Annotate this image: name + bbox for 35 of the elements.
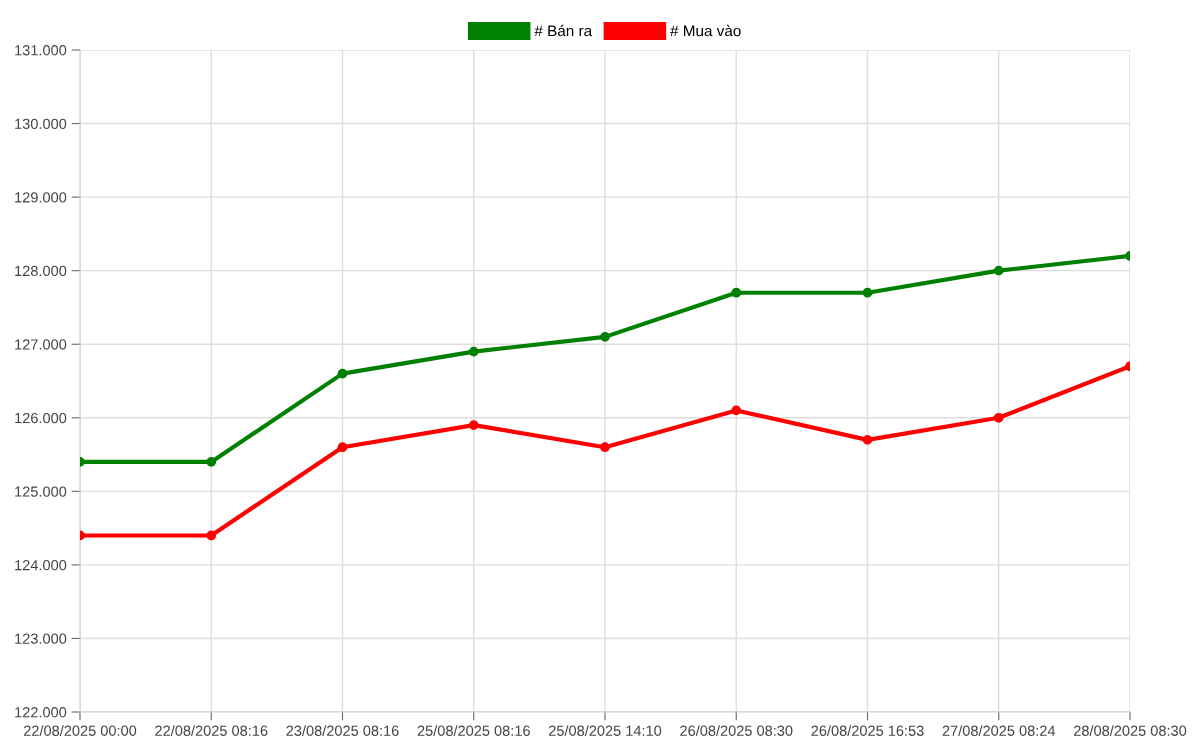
y-tick-label: 129.000 xyxy=(15,192,67,203)
legend-label: # Bán ra xyxy=(534,24,593,37)
point xyxy=(600,442,610,453)
x-tick-label: 25/08/2025 14:10 xyxy=(548,725,662,736)
x-tick-label: 27/08/2025 08:24 xyxy=(942,725,1056,736)
x-tick-label: 22/08/2025 00:00 xyxy=(23,725,137,736)
point xyxy=(337,368,348,379)
y-tick-label: 122.000 xyxy=(15,707,67,718)
point xyxy=(862,287,873,298)
y-tick-label: 131.000 xyxy=(15,45,67,56)
point xyxy=(206,530,217,541)
y-tick-label: 128.000 xyxy=(15,265,67,277)
x-tick-label: 26/08/2025 16:53 xyxy=(811,725,924,736)
point xyxy=(206,457,217,467)
point xyxy=(993,265,1004,276)
point xyxy=(862,434,873,445)
x-tick-label: 25/08/2025 08:16 xyxy=(417,725,530,736)
y-tick-label: 130.000 xyxy=(15,118,67,129)
y-tick-label: 126.000 xyxy=(15,412,67,424)
point xyxy=(468,346,479,357)
legend-label: # Mua vào xyxy=(670,24,741,37)
y-tick-label: 127.000 xyxy=(15,339,67,350)
x-tick-label: 26/08/2025 08:30 xyxy=(680,725,793,736)
point xyxy=(731,405,742,416)
point xyxy=(993,412,1004,423)
y-tick-label: 125.000 xyxy=(15,486,67,497)
point xyxy=(468,420,479,430)
y-tick-label: 124.000 xyxy=(15,559,67,571)
point xyxy=(337,442,348,453)
x-tick-label: 28/08/2025 08:30 xyxy=(1073,725,1187,736)
point xyxy=(731,287,742,298)
point xyxy=(600,332,610,342)
x-tick-label: 23/08/2025 08:16 xyxy=(286,725,399,736)
x-tick-label: 22/08/2025 08:16 xyxy=(155,725,268,736)
y-tick-label: 123.000 xyxy=(15,633,67,644)
